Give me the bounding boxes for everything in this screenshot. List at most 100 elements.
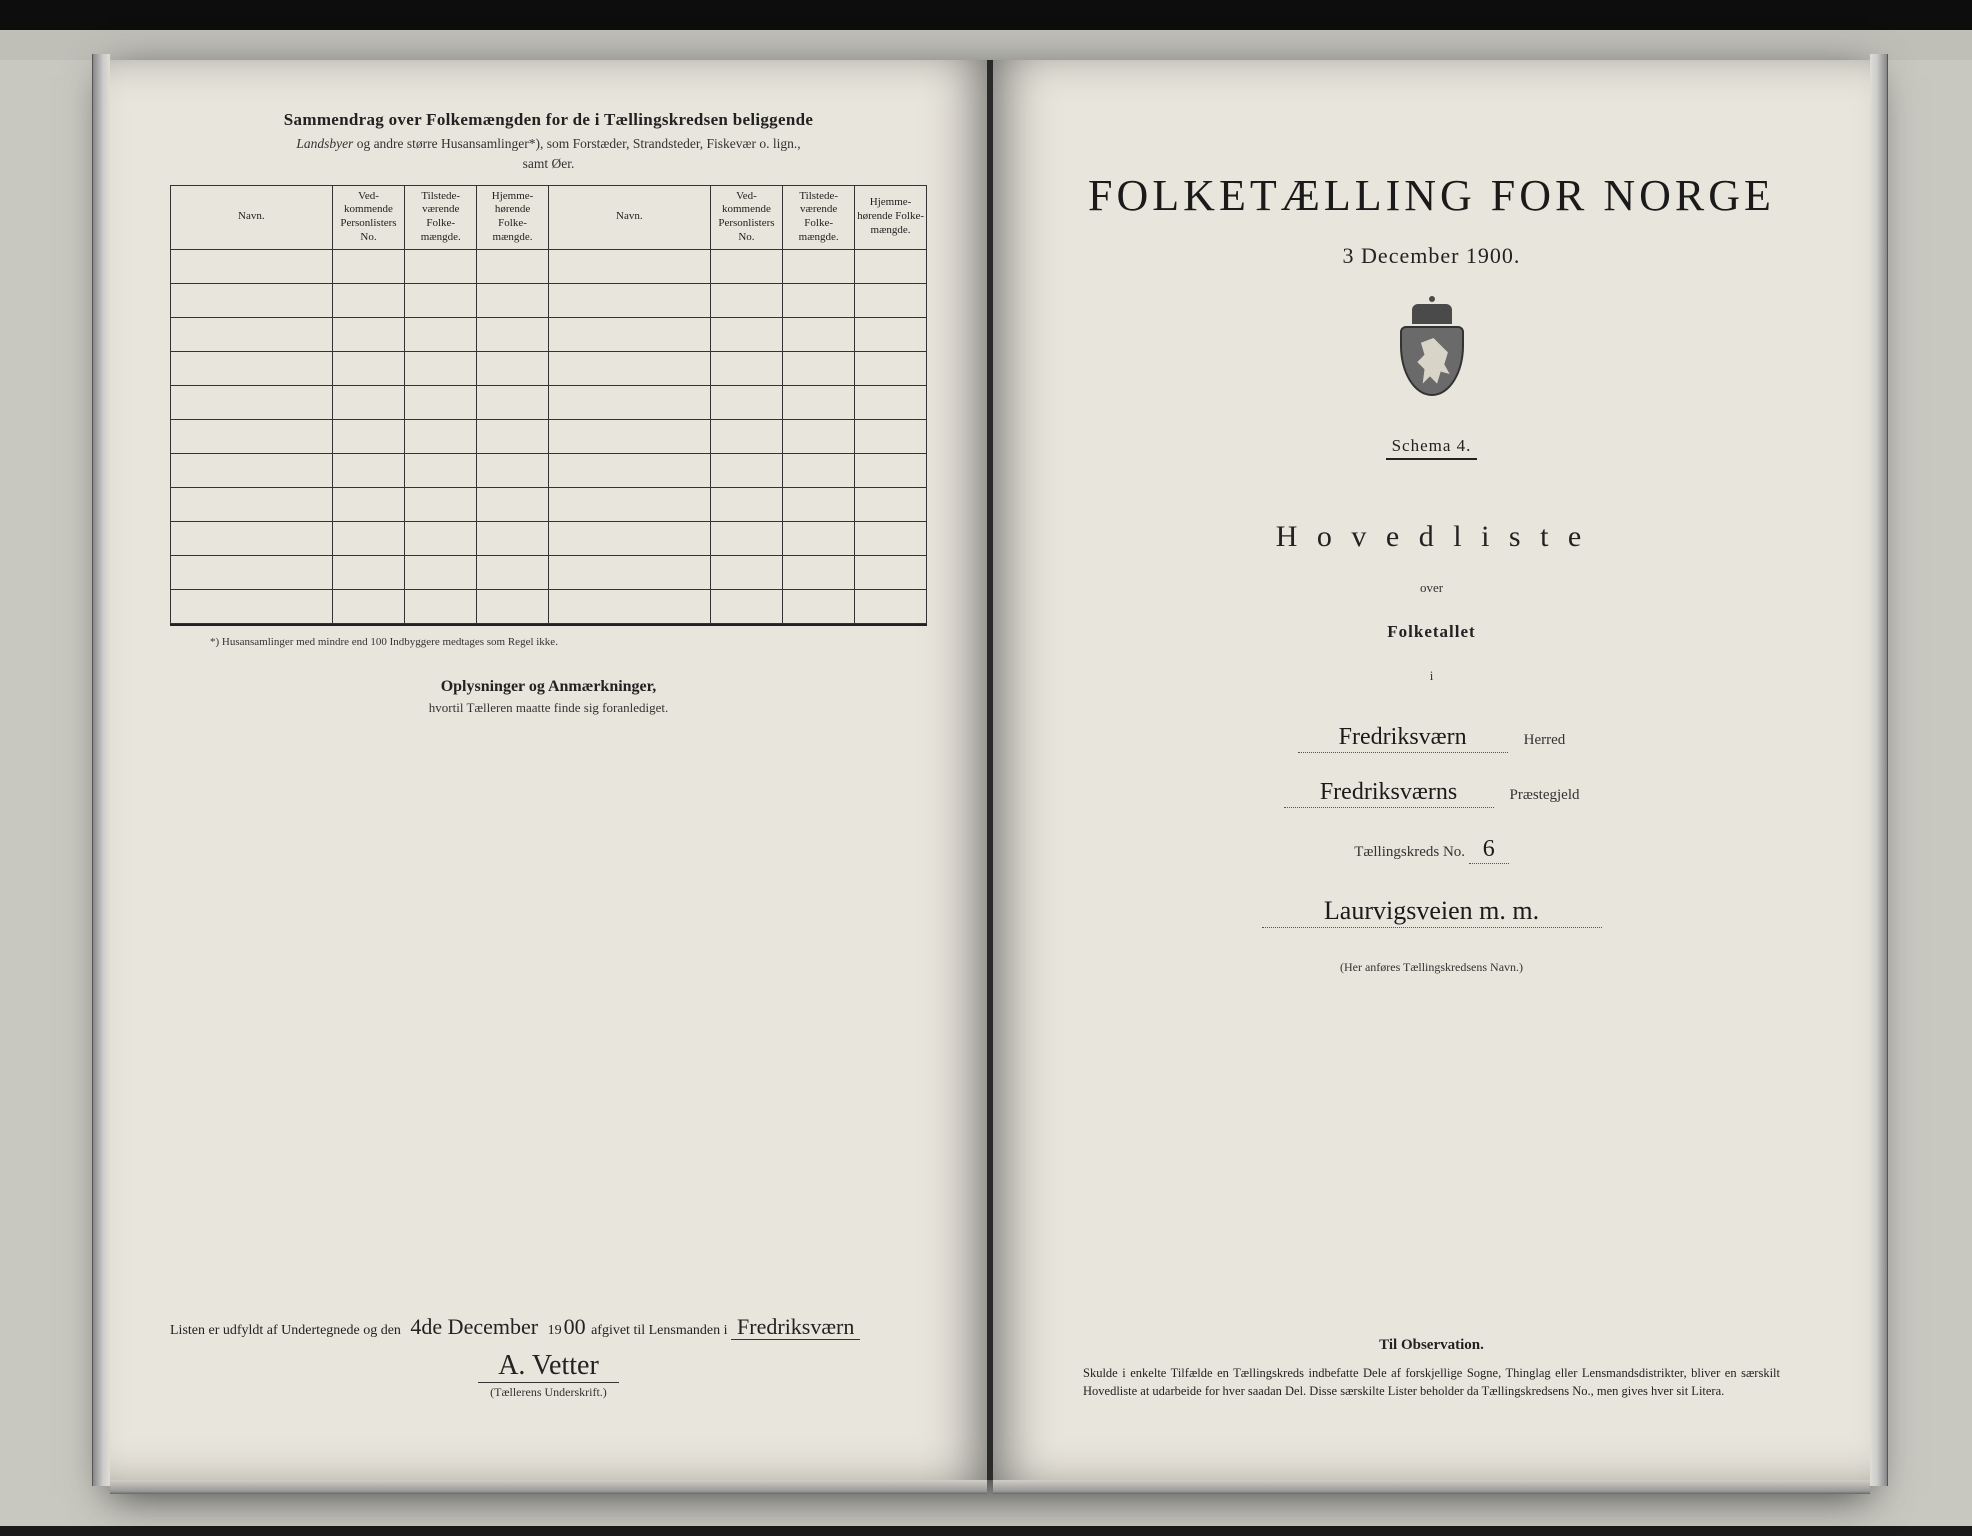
scanner-top-bar — [0, 0, 1972, 60]
observation-text: Skulde i enkelte Tilfælde en Tællingskre… — [1083, 1364, 1780, 1400]
table-row — [171, 419, 927, 453]
col-hjemme-1: Hjemme-hørende Folke-mængde. — [477, 185, 549, 249]
table-footnote: *) Husansamlinger med mindre end 100 Ind… — [210, 636, 927, 648]
col-tilstede-2: Tilstede-værende Folke-mængde. — [783, 185, 855, 249]
table-cell — [783, 351, 855, 385]
table-cell — [405, 317, 477, 351]
table-cell — [783, 521, 855, 555]
table-cell — [332, 385, 405, 419]
page-stack-bottom-left — [110, 1480, 987, 1494]
table-cell — [855, 453, 927, 487]
praestegjeld-label: Præstegjeld — [1510, 787, 1580, 804]
table-cell — [405, 419, 477, 453]
table-cell — [548, 317, 710, 351]
table-cell — [477, 419, 549, 453]
hovedliste-heading: H o v e d l i s t e — [1053, 520, 1810, 554]
table-cell — [548, 589, 710, 623]
table-cell — [548, 521, 710, 555]
table-cell — [710, 487, 783, 521]
page-stack-left — [92, 54, 110, 1486]
table-cell — [332, 351, 405, 385]
summary-sub-rest: og andre større Husansamlinger*), som Fo… — [353, 136, 800, 151]
table-cell — [171, 283, 333, 317]
table-row — [171, 487, 927, 521]
table-cell — [477, 555, 549, 589]
table-cell — [405, 385, 477, 419]
table-cell — [332, 487, 405, 521]
table-cell — [171, 521, 333, 555]
kreds-no-row: Tællingskreds No. 6 — [1354, 836, 1509, 864]
census-date: 3 December 1900. — [1053, 243, 1810, 269]
table-cell — [710, 419, 783, 453]
shield-icon — [1400, 326, 1464, 396]
table-cell — [477, 453, 549, 487]
scanner-gray-strip — [0, 30, 1972, 60]
over-label: over — [1053, 580, 1810, 596]
signature-name: A. Vetter — [478, 1350, 619, 1383]
summary-sub-em: Landsbyer — [296, 136, 353, 151]
table-row — [171, 249, 927, 283]
table-cell — [783, 487, 855, 521]
table-cell — [405, 351, 477, 385]
table-cell — [710, 589, 783, 623]
table-cell — [548, 453, 710, 487]
col-tilstede-1: Tilstede-værende Folke-mængde. — [405, 185, 477, 249]
table-cell — [548, 555, 710, 589]
summary-subtitle: Landsbyer og andre større Husansamlinger… — [170, 134, 927, 175]
table-cell — [548, 419, 710, 453]
table-cell — [548, 283, 710, 317]
left-page: Sammendrag over Folkemængden for de i Tæ… — [110, 60, 990, 1480]
table-cell — [171, 351, 333, 385]
table-row — [171, 555, 927, 589]
table-cell — [783, 385, 855, 419]
table-cell — [548, 249, 710, 283]
summary-table-body — [171, 249, 927, 623]
table-cell — [171, 385, 333, 419]
summary-table: Navn. Ved-kommende Personlisters No. Til… — [170, 185, 927, 624]
table-cell — [783, 453, 855, 487]
table-cell — [855, 249, 927, 283]
folketallet-label: Folketallet — [1053, 622, 1810, 642]
field-rows: Fredriksværn Herred Fredriksværns Præste… — [1053, 724, 1810, 975]
signature-block: A. Vetter (Tællerens Underskrift.) — [170, 1350, 927, 1400]
table-cell — [405, 487, 477, 521]
table-cell — [171, 453, 333, 487]
i-label: i — [1053, 668, 1810, 684]
open-book: Sammendrag over Folkemængden for de i Tæ… — [110, 60, 1870, 1480]
table-cell — [171, 487, 333, 521]
table-cell — [332, 521, 405, 555]
table-cell — [783, 317, 855, 351]
coat-of-arms-icon — [1396, 304, 1468, 396]
table-cell — [477, 249, 549, 283]
table-cell — [783, 419, 855, 453]
table-cell — [783, 589, 855, 623]
table-cell — [855, 283, 927, 317]
signoff-mid: afgivet til Lensmanden i — [591, 1323, 731, 1338]
herred-value-hand: Fredriksværn — [1298, 724, 1508, 753]
table-cell — [171, 317, 333, 351]
table-cell — [477, 283, 549, 317]
signoff-prefix: Listen er udfyldt af Undertegnede og den — [170, 1323, 401, 1338]
table-cell — [855, 487, 927, 521]
remarks-title: Oplysninger og Anmærkninger, — [170, 678, 927, 696]
table-cell — [710, 317, 783, 351]
page-stack-bottom-right — [993, 1480, 1870, 1494]
table-cell — [548, 487, 710, 521]
observation-block: Til Observation. Skulde i enkelte Tilfæl… — [1083, 1337, 1780, 1400]
summary-table-head: Navn. Ved-kommende Personlisters No. Til… — [171, 185, 927, 249]
schema-label: Schema 4. — [1386, 436, 1478, 460]
summary-title: Sammendrag over Folkemængden for de i Tæ… — [170, 110, 927, 130]
table-cell — [710, 555, 783, 589]
table-row — [171, 589, 927, 623]
signoff-year-hand: 00 — [562, 1314, 588, 1339]
table-cell — [548, 385, 710, 419]
table-cell — [405, 249, 477, 283]
table-row — [171, 317, 927, 351]
table-cell — [855, 351, 927, 385]
remarks-header: Oplysninger og Anmærkninger, hvortil Tæl… — [170, 678, 927, 716]
table-cell — [332, 555, 405, 589]
kreds-name-hand: Laurvigsveien m. m. — [1262, 896, 1602, 928]
table-cell — [710, 351, 783, 385]
col-hjemme-2: Hjemme-hørende Folke-mængde. — [855, 185, 927, 249]
table-cell — [710, 283, 783, 317]
